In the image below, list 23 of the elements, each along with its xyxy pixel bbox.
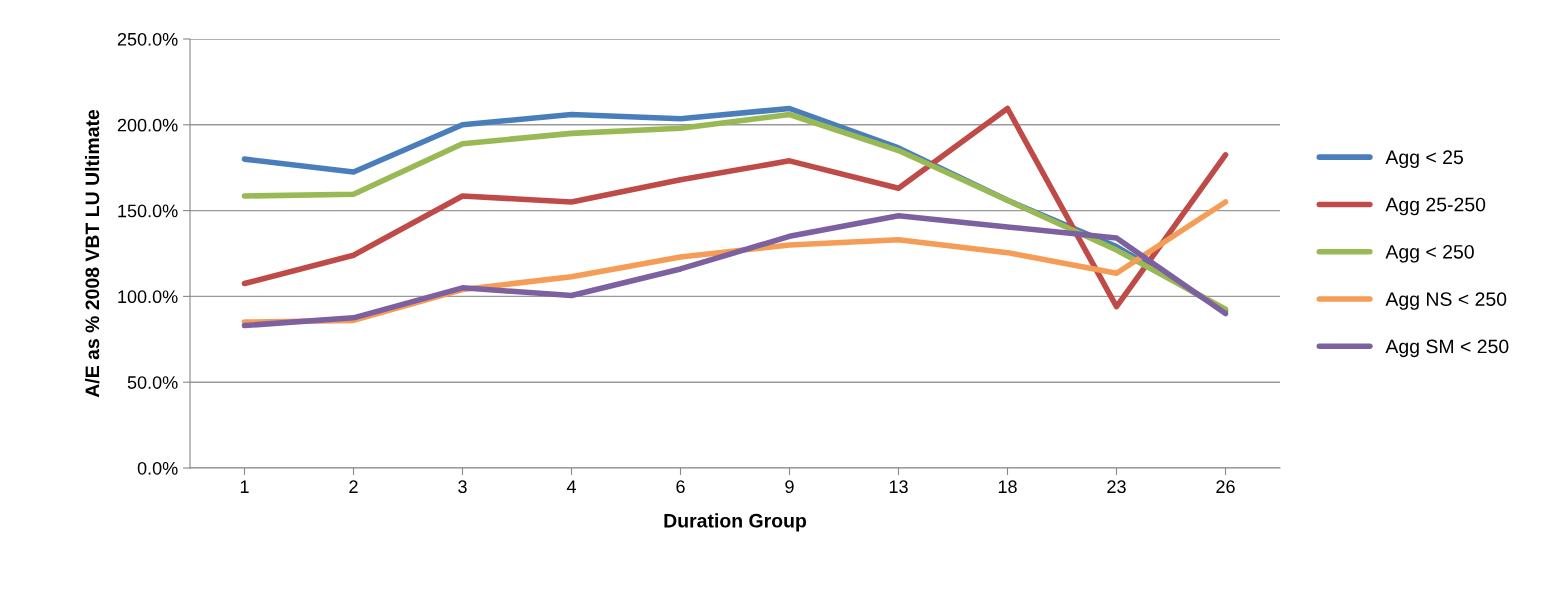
x-tick-label: 4: [566, 480, 576, 493]
legend-label: Agg < 250: [1385, 244, 1474, 263]
y-tick-label: 200.0%: [117, 118, 178, 132]
y-tick-label: 50.0%: [127, 376, 178, 389]
x-tick-label: 9: [785, 480, 794, 494]
x-axis-title: Duration Group: [664, 513, 807, 532]
y-tick-label: 250.0%: [117, 32, 178, 46]
y-tick-label: 150.0%: [118, 204, 178, 218]
legend-label: Agg 25-250: [1385, 197, 1486, 216]
legend-label: Agg NS < 250: [1385, 292, 1507, 310]
x-tick-label: 6: [676, 480, 685, 494]
legend-label: Agg SM < 250: [1385, 339, 1509, 358]
x-tick-label: 26: [1216, 480, 1235, 494]
x-tick-label: 13: [889, 480, 908, 494]
x-tick-label: 3: [458, 480, 467, 494]
x-tick-label: 18: [998, 480, 1017, 494]
y-tick-label: 100.0%: [118, 290, 178, 304]
y-tick-label: 0.0%: [137, 461, 178, 475]
y-axis-title: A/E as % 2008 VBT LU Ultimate: [84, 109, 100, 398]
x-tick-label: 2: [349, 480, 358, 493]
x-tick-label: 23: [1107, 480, 1126, 494]
legend-label: Agg < 25: [1385, 150, 1463, 168]
x-tick-label: 1: [240, 480, 249, 493]
